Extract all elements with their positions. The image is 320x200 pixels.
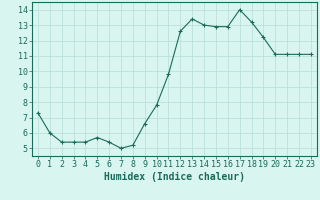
X-axis label: Humidex (Indice chaleur): Humidex (Indice chaleur) — [104, 172, 245, 182]
